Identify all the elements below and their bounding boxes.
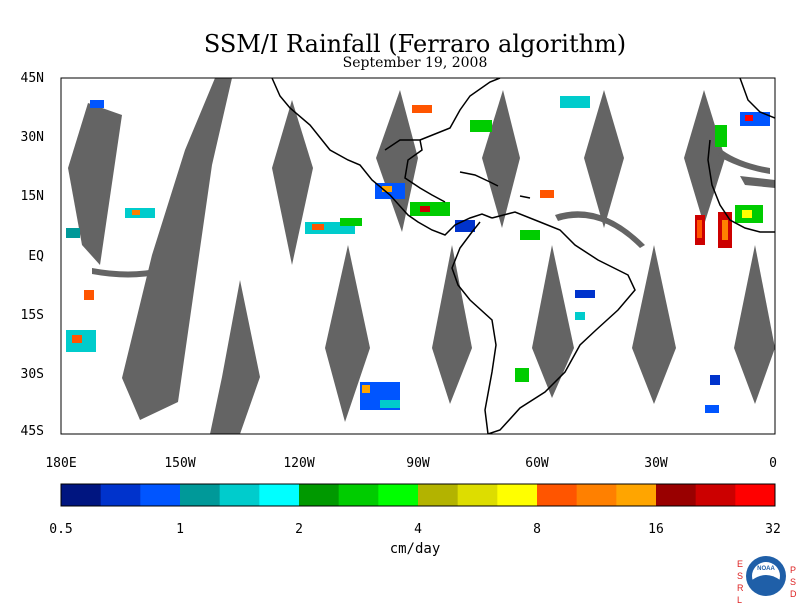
swath-gaps — [68, 78, 775, 434]
swath — [210, 280, 260, 434]
swath-arc — [718, 150, 770, 174]
coastline-south-america — [451, 211, 636, 434]
colorbar-segment — [735, 484, 776, 506]
swath — [122, 78, 232, 420]
rain-patches — [66, 96, 770, 413]
esrl-label: E S R L — [737, 559, 744, 605]
swath — [272, 100, 313, 265]
colorbar-segment — [457, 484, 498, 506]
colorbar-segment — [299, 484, 340, 506]
colorbar-segment — [140, 484, 181, 506]
colorbar-segment — [576, 484, 617, 506]
swath — [376, 90, 418, 232]
lon-label: 60W — [525, 456, 549, 471]
colorbar-label: 4 — [414, 522, 422, 537]
island — [459, 171, 499, 187]
swath — [325, 245, 370, 422]
lat-label: 15S — [20, 308, 44, 323]
island — [519, 195, 531, 199]
colorbar-segment — [61, 484, 102, 506]
colorbar — [61, 484, 776, 506]
colorbar-label: 32 — [765, 522, 781, 537]
swath-arc — [92, 268, 160, 278]
colorbar-segment — [616, 484, 657, 506]
colorbar-segment — [656, 484, 697, 506]
noaa-logo-text: NOAA — [757, 566, 775, 572]
swath — [632, 245, 676, 404]
colorbar-label: 2 — [295, 522, 303, 537]
coastlines — [271, 78, 775, 434]
lon-label: 0 — [769, 456, 777, 471]
coastline-africa-west — [707, 139, 775, 233]
colorbar-segment — [259, 484, 300, 506]
colorbar-segment — [338, 484, 379, 506]
lat-label: 30S — [20, 367, 44, 382]
colorbar-label: 8 — [533, 522, 541, 537]
coastline-us-east — [419, 78, 501, 141]
colorbar-segment — [497, 484, 538, 506]
noaa-logo — [746, 556, 786, 596]
lat-label: EQ — [28, 249, 44, 264]
colorbar-unit: cm/day — [389, 541, 441, 557]
lon-label: 150W — [164, 456, 196, 471]
swath — [482, 90, 520, 228]
lat-label: 45S — [20, 424, 44, 439]
swath-arc — [740, 176, 775, 188]
colorbar-frame — [60, 483, 776, 507]
coastline-north-america — [271, 78, 493, 236]
colorbar-segment — [537, 484, 578, 506]
coastline-africa — [739, 78, 775, 119]
colorbar-label: 1 — [176, 522, 184, 537]
colorbar-segment — [180, 484, 221, 506]
colorbar-segment — [219, 484, 260, 506]
colorbar-segment — [100, 484, 141, 506]
swath-arc — [555, 211, 645, 248]
lat-label: 15N — [20, 189, 44, 204]
lon-label: 180E — [45, 456, 77, 471]
map-date: September 19, 2008 — [342, 55, 488, 71]
map-frame — [60, 77, 776, 435]
swath — [684, 90, 725, 225]
lat-label: 45N — [20, 71, 44, 86]
swath — [734, 245, 775, 404]
lon-label: 90W — [406, 456, 430, 471]
psd-label: P S D — [790, 565, 797, 599]
swath — [584, 90, 624, 228]
coastline-gulf — [384, 139, 446, 203]
colorbar-segment — [378, 484, 419, 506]
colorbar-segment — [418, 484, 459, 506]
colorbar-segment — [695, 484, 736, 506]
colorbar-label: 16 — [648, 522, 664, 537]
lon-label: 30W — [644, 456, 668, 471]
swath — [68, 103, 122, 265]
lat-label: 30N — [20, 130, 44, 145]
swath — [432, 245, 472, 404]
swath — [532, 245, 574, 398]
colorbar-label: 0.5 — [49, 522, 73, 537]
map-title: SSM/I Rainfall (Ferraro algorithm) — [203, 30, 627, 58]
lon-label: 120W — [283, 456, 315, 471]
